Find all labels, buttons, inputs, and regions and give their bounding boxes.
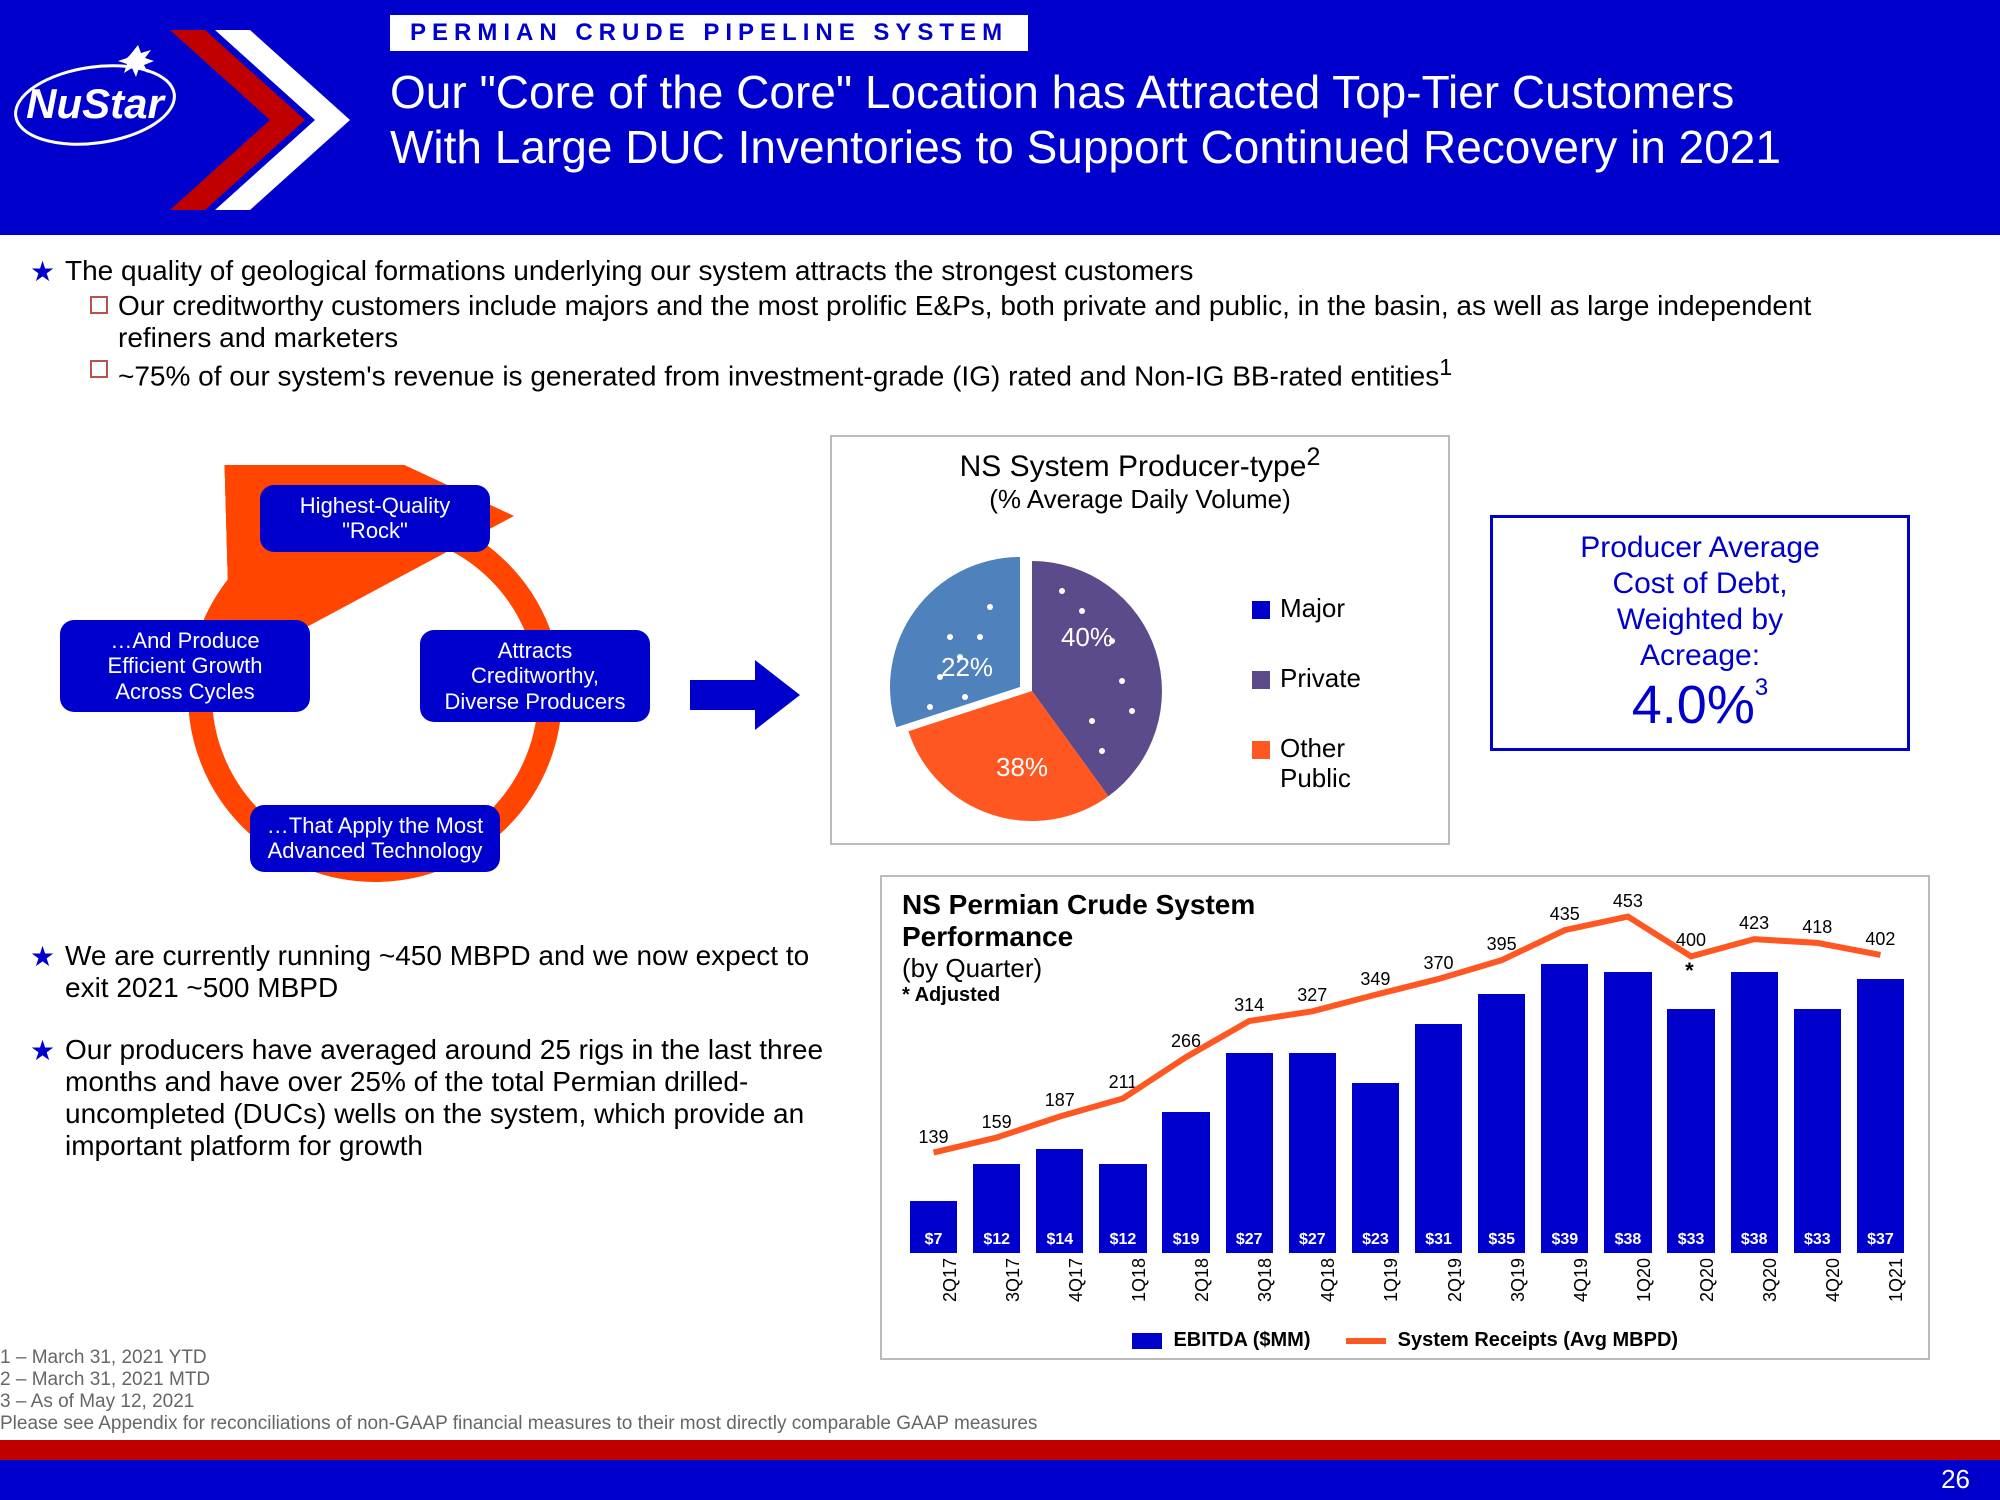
bar: $23 (1352, 1083, 1399, 1253)
perf-legend: EBITDA ($MM) System Receipts (Avg MBPD) (882, 1329, 1928, 1352)
bar: $38 (1604, 972, 1651, 1253)
receipt-label: 400 (1667, 930, 1714, 951)
cost-value: 4.0%3 (1509, 674, 1891, 736)
x-label: 1Q18 (1129, 1258, 1150, 1302)
x-label: 3Q20 (1760, 1258, 1781, 1302)
bar: $27 (1226, 1053, 1273, 1253)
bullet-3: ★Our producers have averaged around 25 r… (30, 1034, 860, 1162)
arrow-icon (685, 655, 805, 735)
square-bullet-icon (90, 296, 108, 314)
svg-text:Major: Major (1280, 593, 1345, 623)
bullet-1: ★The quality of geological formations un… (30, 255, 1970, 288)
receipt-label: 370 (1415, 953, 1462, 974)
page-number: 26 (1941, 1464, 1970, 1494)
bullet-1a: Our creditworthy customers include major… (90, 290, 1970, 354)
cost-title: Producer Average Cost of Debt, Weighted … (1509, 530, 1891, 674)
receipt-label: 266 (1162, 1031, 1209, 1052)
bullet-2: ★We are currently running ~450 MBPD and … (30, 940, 860, 1004)
bar: $37 (1857, 979, 1904, 1253)
star-icon: ★ (30, 940, 65, 973)
section-tag: PERMIAN CRUDE PIPELINE SYSTEM (390, 15, 1028, 51)
bar: $19 (1162, 1112, 1209, 1253)
star-icon: ★ (30, 1034, 65, 1067)
receipt-label: 139 (910, 1127, 957, 1148)
receipt-label: 418 (1794, 917, 1841, 938)
star-icon: ★ (30, 255, 65, 288)
x-label: 1Q20 (1634, 1258, 1655, 1302)
content-area: ★The quality of geological formations un… (0, 235, 2000, 1440)
x-label: 1Q21 (1886, 1258, 1907, 1302)
bar: $12 (1099, 1164, 1146, 1253)
x-label: 2Q18 (1192, 1258, 1213, 1302)
bullet-1b: ~75% of our system's revenue is generate… (90, 354, 1970, 392)
bar: $31 (1415, 1024, 1462, 1253)
receipt-label: 187 (1036, 1090, 1083, 1111)
x-label: 4Q19 (1571, 1258, 1592, 1302)
pie-title: NS System Producer-type2 (832, 437, 1448, 484)
cost-box: Producer Average Cost of Debt, Weighted … (1490, 515, 1910, 751)
svg-text:22%: 22% (941, 652, 993, 682)
pie-chart-box: NS System Producer-type2 (% Average Dail… (830, 435, 1450, 845)
bar: $35 (1478, 994, 1525, 1253)
bar: $39 (1541, 964, 1588, 1253)
bar: $33 (1794, 1009, 1841, 1253)
pie-subtitle: (% Average Daily Volume) (832, 484, 1448, 521)
receipt-label: 349 (1352, 969, 1399, 990)
cycle-left: …And Produce Efficient Growth Across Cyc… (60, 620, 310, 712)
pie-chart: 40% 22% 38% Major Private OtherPublic (832, 521, 1452, 851)
x-label: 3Q17 (1003, 1258, 1024, 1302)
svg-text:40%: 40% (1061, 622, 1113, 652)
bar: $12 (973, 1164, 1020, 1253)
bar: $7 (910, 1201, 957, 1253)
receipt-label: 314 (1226, 995, 1273, 1016)
svg-text:Public: Public (1280, 763, 1351, 793)
header: NuStar PERMIAN CRUDE PIPELINE SYSTEM Our… (0, 0, 2000, 235)
cycle-diagram: Highest-Quality "Rock" Attracts Creditwo… (50, 465, 700, 925)
x-label: 4Q18 (1318, 1258, 1339, 1302)
page-title: Our "Core of the Core" Location has Attr… (390, 65, 1960, 175)
x-label: 2Q20 (1697, 1258, 1718, 1302)
x-label: 4Q20 (1823, 1258, 1844, 1302)
x-label: 3Q18 (1255, 1258, 1276, 1302)
receipt-label: 211 (1099, 1072, 1146, 1093)
svg-text:Private: Private (1280, 663, 1361, 693)
x-label: 4Q17 (1066, 1258, 1087, 1302)
bar: $27 (1289, 1053, 1336, 1253)
x-label: 3Q19 (1508, 1258, 1529, 1302)
receipt-label: 395 (1478, 934, 1525, 955)
receipt-label: 423 (1731, 913, 1778, 934)
cycle-top: Highest-Quality "Rock" (260, 485, 490, 552)
svg-text:38%: 38% (996, 752, 1048, 782)
x-label: 1Q19 (1381, 1258, 1402, 1302)
cycle-right: Attracts Creditworthy, Diverse Producers (420, 630, 650, 722)
footnotes: 1 – March 31, 2021 YTD 2 – March 31, 202… (0, 1347, 1037, 1435)
svg-text:NuStar: NuStar (26, 80, 166, 127)
receipt-label: 435 (1541, 904, 1588, 925)
bar: $14 (1036, 1149, 1083, 1253)
receipt-label: 453 (1604, 891, 1651, 912)
footer: 26 (0, 1440, 2000, 1500)
logo-arrow-icon (150, 20, 370, 225)
bar: $33 (1667, 1009, 1714, 1253)
receipt-label: 159 (973, 1112, 1020, 1133)
cycle-bottom: …That Apply the Most Advanced Technology (250, 805, 500, 872)
x-label: 2Q17 (940, 1258, 961, 1302)
svg-text:Other: Other (1280, 733, 1345, 763)
receipt-label: 327 (1289, 985, 1336, 1006)
perf-chart-box: NS Permian Crude SystemPerformance (by Q… (880, 875, 1930, 1360)
bars-area: $7 139 2Q17 $12 159 3Q17 $14 187 4Q17 $12 211 1Q18 $… (902, 887, 1908, 1308)
receipt-label: 402 (1857, 929, 1904, 950)
square-bullet-icon (90, 360, 108, 378)
bar: $38 (1731, 972, 1778, 1253)
x-label: 2Q19 (1445, 1258, 1466, 1302)
